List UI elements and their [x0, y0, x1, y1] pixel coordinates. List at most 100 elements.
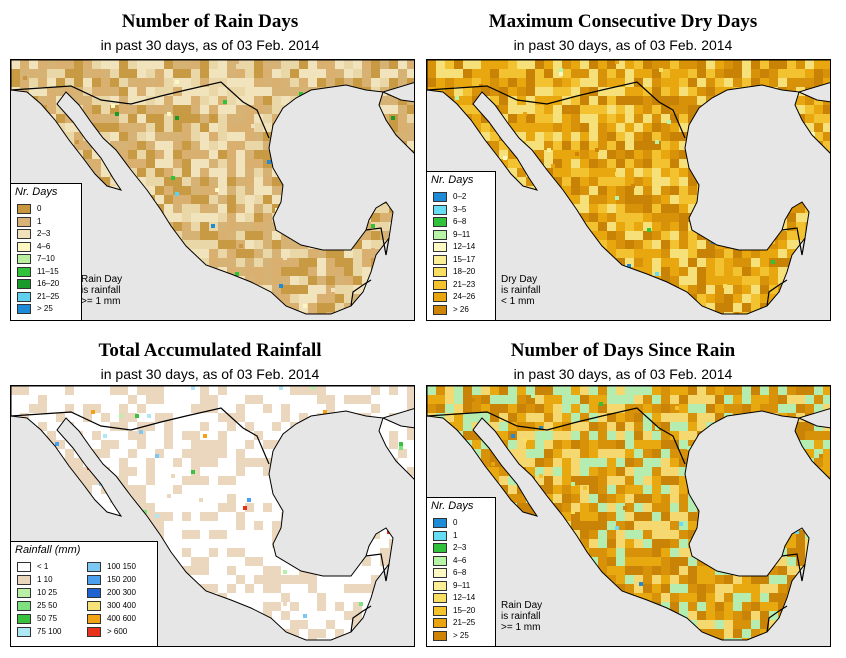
legend-item: 12–14 — [433, 242, 475, 252]
legend-swatch — [17, 601, 31, 611]
legend-label: 15–20 — [453, 605, 476, 615]
legend-label: 10 25 — [37, 588, 58, 597]
country-border — [11, 407, 270, 465]
legend-item: < 1 — [17, 562, 48, 572]
legend-swatch — [433, 580, 447, 591]
legend-swatch — [87, 627, 101, 637]
legend-label: 7–10 — [37, 254, 55, 263]
legend-swatch — [433, 304, 447, 315]
legend-swatch — [17, 614, 31, 624]
legend-label: 18–20 — [453, 267, 476, 276]
country-border — [766, 279, 788, 307]
coastline — [427, 60, 830, 315]
legend-swatch — [17, 254, 31, 264]
legend-label: 6–8 — [453, 217, 467, 226]
dry-days-legend: Nr. Days 0–2 3–5 6–8 9–11 12–14 15–17 18–20 21–… — [427, 171, 496, 320]
legend-swatch — [433, 593, 447, 603]
legend-title: Nr. Days — [431, 174, 474, 186]
country-border — [427, 81, 686, 139]
legend-label: 400 600 — [107, 614, 136, 623]
total-rainfall-map: Rainfall (mm) < 1 1 10 10 25 25 50 50 75 75 1… — [10, 385, 415, 647]
legend-item: > 25 — [433, 630, 469, 641]
legend-item: 9–11 — [433, 580, 470, 591]
country-border — [350, 605, 372, 633]
rain-days-map: Nr. Days 0 1 2–3 4–6 7–10 11–15 16–20 21–25 > 25… — [10, 59, 415, 321]
legend-title: Nr. Days — [431, 500, 474, 512]
legend-label: 300 400 — [107, 601, 136, 610]
panel-4-subtitle: in past 30 days, as of 03 Feb. 2014 — [513, 366, 733, 382]
legend-item: 4–6 — [17, 241, 50, 252]
legend-item: 11–15 — [17, 266, 59, 277]
legend-item: 6–8 — [433, 568, 466, 578]
legend-swatch — [17, 575, 31, 585]
legend-label: 21–23 — [453, 279, 476, 289]
legend-swatch — [17, 216, 31, 227]
panel-4-title: Number of Days Since Rain — [510, 340, 736, 361]
legend-label: 3–5 — [453, 204, 467, 214]
legend-swatch — [433, 254, 447, 265]
coastline — [794, 417, 830, 480]
dry-day-note: Dry Day is rainfall < 1 mm — [501, 274, 541, 307]
legend-item: 75 100 — [17, 627, 61, 637]
dry-days-map: Nr. Days 0–2 3–5 6–8 9–11 12–14 15–17 18–20 21–… — [426, 59, 831, 321]
legend-item: 15–20 — [433, 605, 476, 616]
legend-item: > 26 — [433, 304, 469, 315]
coastline — [378, 417, 414, 480]
coastline — [11, 386, 414, 641]
legend-item: 400 600 — [87, 614, 136, 624]
legend-swatch — [17, 229, 31, 239]
legend-item: 6–8 — [433, 217, 466, 227]
legend-label: 6–8 — [453, 568, 467, 577]
legend-label: 4–6 — [453, 555, 467, 565]
legend-swatch — [433, 630, 447, 641]
coastline — [427, 386, 830, 641]
legend-swatch — [87, 601, 101, 611]
country-border — [365, 553, 390, 582]
legend-item: 0 — [17, 204, 41, 214]
legend-label: 1 10 — [37, 575, 53, 584]
country-border — [781, 553, 806, 582]
legend-label: 25 50 — [37, 601, 58, 610]
coastline — [11, 60, 414, 315]
legend-item: > 600 — [87, 627, 127, 637]
legend-swatch — [433, 279, 447, 290]
legend-item: 1 — [433, 530, 458, 541]
coastline — [378, 91, 414, 154]
legend-label: 2–3 — [37, 229, 51, 238]
legend-swatch — [433, 530, 447, 541]
legend-item: 16–20 — [17, 279, 59, 289]
legend-swatch — [87, 588, 101, 598]
panel-2-subtitle: in past 30 days, as of 03 Feb. 2014 — [513, 37, 733, 53]
legend-item: 2–3 — [17, 229, 50, 239]
panel-1-title: Number of Rain Days — [121, 11, 299, 32]
legend-item: 21–25 — [17, 291, 59, 302]
legend-item: 21–25 — [433, 618, 475, 628]
legend-label: 21–25 — [453, 618, 476, 627]
country-border — [350, 279, 372, 307]
legend-swatch — [433, 555, 447, 566]
country-border — [11, 81, 270, 139]
legend-swatch — [17, 627, 31, 637]
legend-label: 0 — [37, 204, 42, 213]
legend-item: 300 400 — [87, 601, 136, 611]
legend-item: 100 150 — [87, 562, 136, 572]
legend-item: 50 75 — [17, 614, 57, 624]
legend-label: 100 150 — [107, 562, 136, 571]
legend-label: < 1 — [37, 562, 49, 571]
legend-label: > 25 — [37, 304, 53, 313]
legend-label: 15–17 — [453, 254, 476, 264]
legend-item: 12–14 — [433, 593, 475, 603]
legend-item: > 25 — [17, 304, 53, 314]
legend-label: > 600 — [107, 627, 128, 636]
legend-label: 1 — [453, 530, 458, 540]
legend-label: 2–3 — [453, 543, 467, 552]
legend-label: 0–2 — [453, 192, 467, 201]
legend-swatch — [433, 229, 447, 240]
legend-label: 50 75 — [37, 614, 58, 623]
legend-swatch — [87, 575, 101, 585]
legend-item: 25 50 — [17, 601, 57, 611]
legend-swatch — [433, 292, 447, 302]
legend-swatch — [17, 279, 31, 289]
legend-swatch — [17, 204, 31, 214]
legend-item: 9–11 — [433, 229, 470, 240]
